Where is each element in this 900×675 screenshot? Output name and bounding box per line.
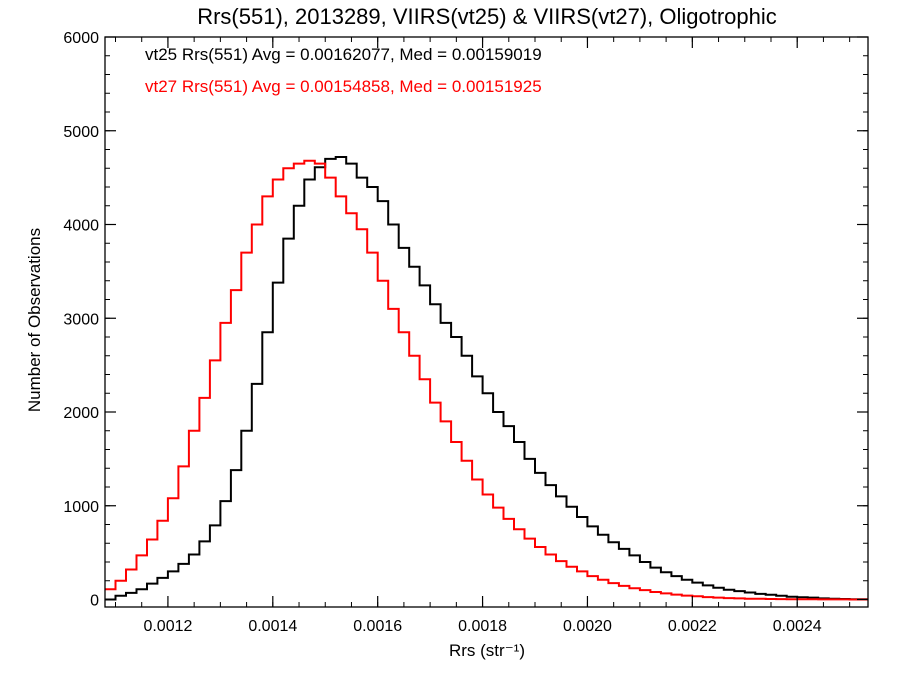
y-tick-label: 4000 [63, 218, 99, 235]
y-tick-label: 1000 [63, 499, 99, 516]
x-tick-label: 0.0012 [143, 618, 192, 635]
x-axis-label: Rrs (str⁻¹) [449, 641, 525, 660]
y-tick-label: 5000 [63, 124, 99, 141]
x-tick-label: 0.0018 [458, 618, 507, 635]
plot-frame [104, 36, 869, 608]
y-tick-label: 0 [90, 593, 99, 610]
series-line-vt27 [105, 159, 868, 601]
vt25-stats-annotation: vt25 Rrs(551) Avg = 0.00162077, Med = 0.… [145, 45, 542, 64]
series-line-vt25 [105, 156, 868, 601]
x-tick-label: 0.0024 [773, 618, 822, 635]
x-tick-label: 0.0020 [563, 618, 612, 635]
vt27-stats-annotation: vt27 Rrs(551) Avg = 0.00154858, Med = 0.… [145, 77, 542, 96]
x-tick-label: 0.0022 [668, 618, 717, 635]
x-tick-label: 0.0014 [248, 618, 297, 635]
y-axis-label: Number of Observations [25, 228, 44, 412]
y-tick-label: 2000 [63, 405, 99, 422]
x-tick-label: 0.0016 [353, 618, 402, 635]
y-tick-label: 3000 [63, 311, 99, 328]
chart-title: Rrs(551), 2013289, VIIRS(vt25) & VIIRS(v… [197, 4, 777, 29]
y-tick-label: 6000 [63, 30, 99, 47]
plot-area: 0.0012 0.0014 0.0016 0.0018 0.0020 0.0022 0.00… [63, 30, 869, 635]
